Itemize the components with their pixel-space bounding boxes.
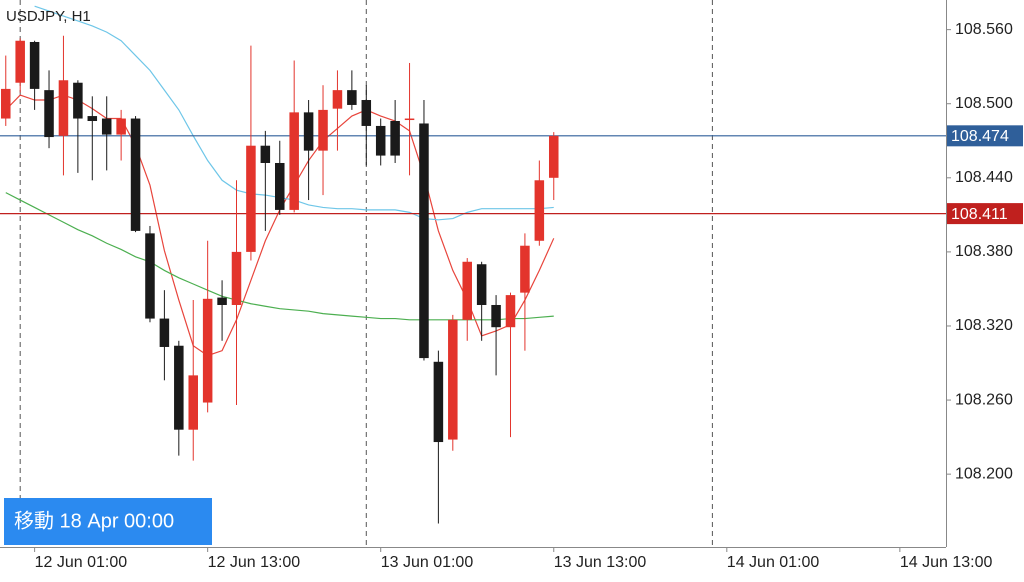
candle-body <box>520 245 530 293</box>
candle-body <box>101 118 112 135</box>
y-tick-label: 108.200 <box>955 465 1013 482</box>
candle-body <box>548 135 559 178</box>
candle-body <box>361 100 372 126</box>
y-tick-label: 108.560 <box>955 21 1013 38</box>
candle-body <box>347 90 357 105</box>
goto-button-label[interactable]: 移動 18 Apr 00:00 <box>14 509 174 532</box>
chart-title: USDJPY, H1 <box>6 8 91 25</box>
candle-body <box>202 298 213 403</box>
candle-body <box>159 318 170 347</box>
candle-body <box>174 345 184 430</box>
candle-body <box>404 118 415 121</box>
x-tick-label: 14 Jun 01:00 <box>727 554 820 571</box>
candle-body <box>462 261 472 320</box>
candle-body <box>318 109 328 151</box>
candle-body <box>246 145 256 252</box>
candle-body <box>375 125 386 156</box>
candle-body <box>231 251 242 305</box>
y-tick-label: 108.500 <box>955 95 1013 112</box>
candle-body <box>130 118 141 231</box>
candle-body <box>87 116 98 122</box>
candle-body <box>44 90 54 138</box>
y-tick-label: 108.260 <box>955 391 1013 408</box>
candle-body <box>260 145 271 163</box>
candle-body <box>15 40 25 83</box>
x-tick-label: 13 Jun 01:00 <box>381 554 474 571</box>
candle-body <box>433 361 444 443</box>
price-label: 108.474 <box>951 128 1009 145</box>
candle-body <box>188 375 198 430</box>
candle-body <box>505 295 516 328</box>
candle-body <box>1 88 11 119</box>
candle-body <box>145 233 155 319</box>
y-tick-label: 108.440 <box>955 169 1013 186</box>
x-tick-label: 13 Jun 13:00 <box>554 554 647 571</box>
candle-body <box>491 304 501 328</box>
x-tick-label: 12 Jun 01:00 <box>35 554 128 571</box>
candle-body <box>448 319 458 440</box>
candle-body <box>58 80 69 136</box>
candle-body <box>289 112 299 210</box>
x-tick-label: 12 Jun 13:00 <box>208 554 301 571</box>
candle-body <box>390 121 400 156</box>
candle-body <box>217 297 227 305</box>
candle-body <box>476 264 487 305</box>
y-tick-label: 108.380 <box>955 243 1013 260</box>
x-tick-label: 14 Jun 13:00 <box>900 554 993 571</box>
candle-body <box>73 82 83 119</box>
goto-button[interactable] <box>4 498 212 545</box>
candle-body <box>303 112 314 151</box>
price-label: 108.411 <box>951 206 1008 223</box>
price-label-box <box>947 203 1023 225</box>
moving-average <box>5 192 554 321</box>
candle-body <box>534 180 545 241</box>
candle-body <box>29 41 40 89</box>
candle-body <box>275 162 285 210</box>
candle-body <box>332 90 343 109</box>
candle-body <box>419 123 429 359</box>
y-tick-label: 108.320 <box>955 317 1013 334</box>
price-label-box <box>947 125 1023 147</box>
candle-body <box>116 118 126 135</box>
